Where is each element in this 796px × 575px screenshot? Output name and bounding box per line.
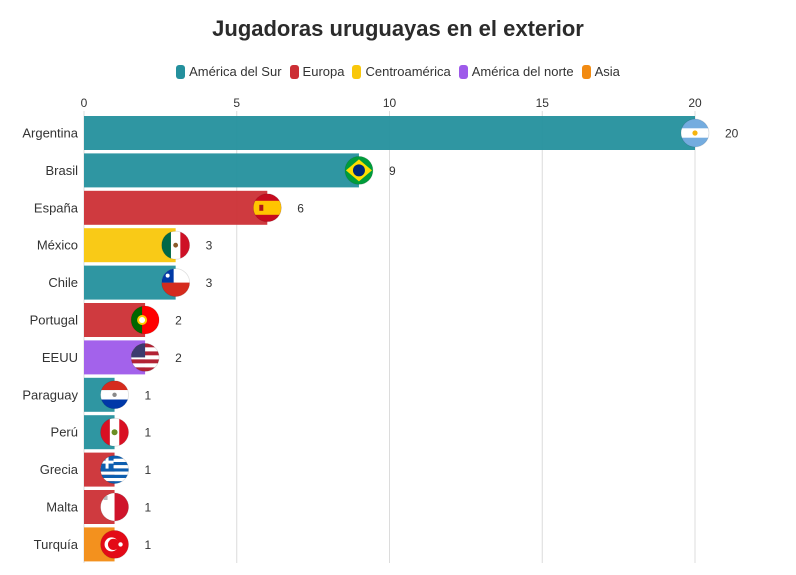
- chart-legend: América del Sur Europa Centroamérica Amé…: [0, 64, 796, 79]
- category-label: Portugal: [30, 313, 79, 328]
- flag-chile-icon: [161, 268, 191, 298]
- flag-spain-icon: [252, 193, 282, 223]
- legend-swatch: [458, 64, 468, 79]
- bar-mexico[interactable]: [84, 228, 176, 263]
- flag-portugal-icon: [130, 305, 160, 335]
- value-label: 2: [175, 351, 182, 365]
- x-tick-label: 10: [383, 96, 397, 110]
- x-tick-label: 0: [81, 96, 88, 110]
- legend-label: América del norte: [471, 64, 574, 79]
- legend-item-asia[interactable]: Asia: [581, 64, 620, 79]
- value-label: 1: [145, 426, 152, 440]
- value-label: 3: [206, 239, 213, 253]
- bar-espana[interactable]: [84, 190, 268, 225]
- bar-chile[interactable]: [84, 265, 176, 300]
- legend-swatch: [581, 64, 591, 79]
- flag-usa-icon: [130, 342, 160, 372]
- x-tick-label: 5: [233, 96, 240, 110]
- category-label: Argentina: [22, 126, 78, 141]
- bar-brasil[interactable]: [84, 153, 359, 188]
- category-label: Malta: [46, 500, 79, 515]
- x-tick-label: 20: [688, 96, 702, 110]
- flag-mexico-icon: [161, 230, 191, 260]
- legend-label: Europa: [302, 64, 345, 79]
- flag-argentina-icon: [680, 118, 710, 148]
- value-label: 9: [389, 164, 396, 178]
- value-label: 3: [206, 276, 213, 290]
- legend-item-america-del-norte[interactable]: América del norte: [458, 64, 574, 79]
- value-label: 1: [145, 388, 152, 402]
- legend-label: Centroamérica: [365, 64, 451, 79]
- value-label: 1: [145, 501, 152, 515]
- legend-item-centroamerica[interactable]: Centroamérica: [352, 64, 451, 79]
- flag-peru-icon: [100, 417, 129, 447]
- flag-malta-icon: [100, 492, 129, 522]
- legend-item-america-del-sur[interactable]: América del Sur: [176, 64, 282, 79]
- bar-argentina[interactable]: [84, 116, 695, 150]
- value-label: 1: [145, 538, 152, 552]
- x-tick-label: 15: [536, 96, 550, 110]
- category-label: Brasil: [45, 163, 78, 178]
- value-label: 2: [175, 314, 182, 328]
- legend-label: América del Sur: [189, 64, 282, 79]
- category-label: EEUU: [42, 350, 78, 365]
- flag-brazil-icon: [344, 155, 374, 185]
- legend-label: Asia: [594, 64, 620, 79]
- category-label: Turquía: [34, 537, 79, 552]
- legend-swatch: [352, 64, 362, 79]
- legend-swatch: [289, 64, 299, 79]
- value-label: 6: [297, 201, 304, 215]
- category-label: Grecia: [40, 462, 79, 477]
- category-label: Perú: [51, 425, 78, 440]
- category-label: Paraguay: [22, 387, 78, 402]
- flag-paraguay-icon: [100, 380, 129, 410]
- legend-swatch: [176, 64, 186, 79]
- category-label: México: [37, 238, 78, 253]
- value-label: 1: [145, 463, 152, 477]
- chart-title: Jugadoras uruguayas en el exterior: [212, 16, 584, 41]
- flag-turkey-icon: [100, 530, 129, 559]
- legend-item-europa[interactable]: Europa: [289, 64, 345, 79]
- flag-greece-icon: [100, 455, 129, 485]
- value-label: 20: [725, 127, 739, 141]
- category-label: Chile: [48, 275, 78, 290]
- category-label: España: [34, 200, 79, 215]
